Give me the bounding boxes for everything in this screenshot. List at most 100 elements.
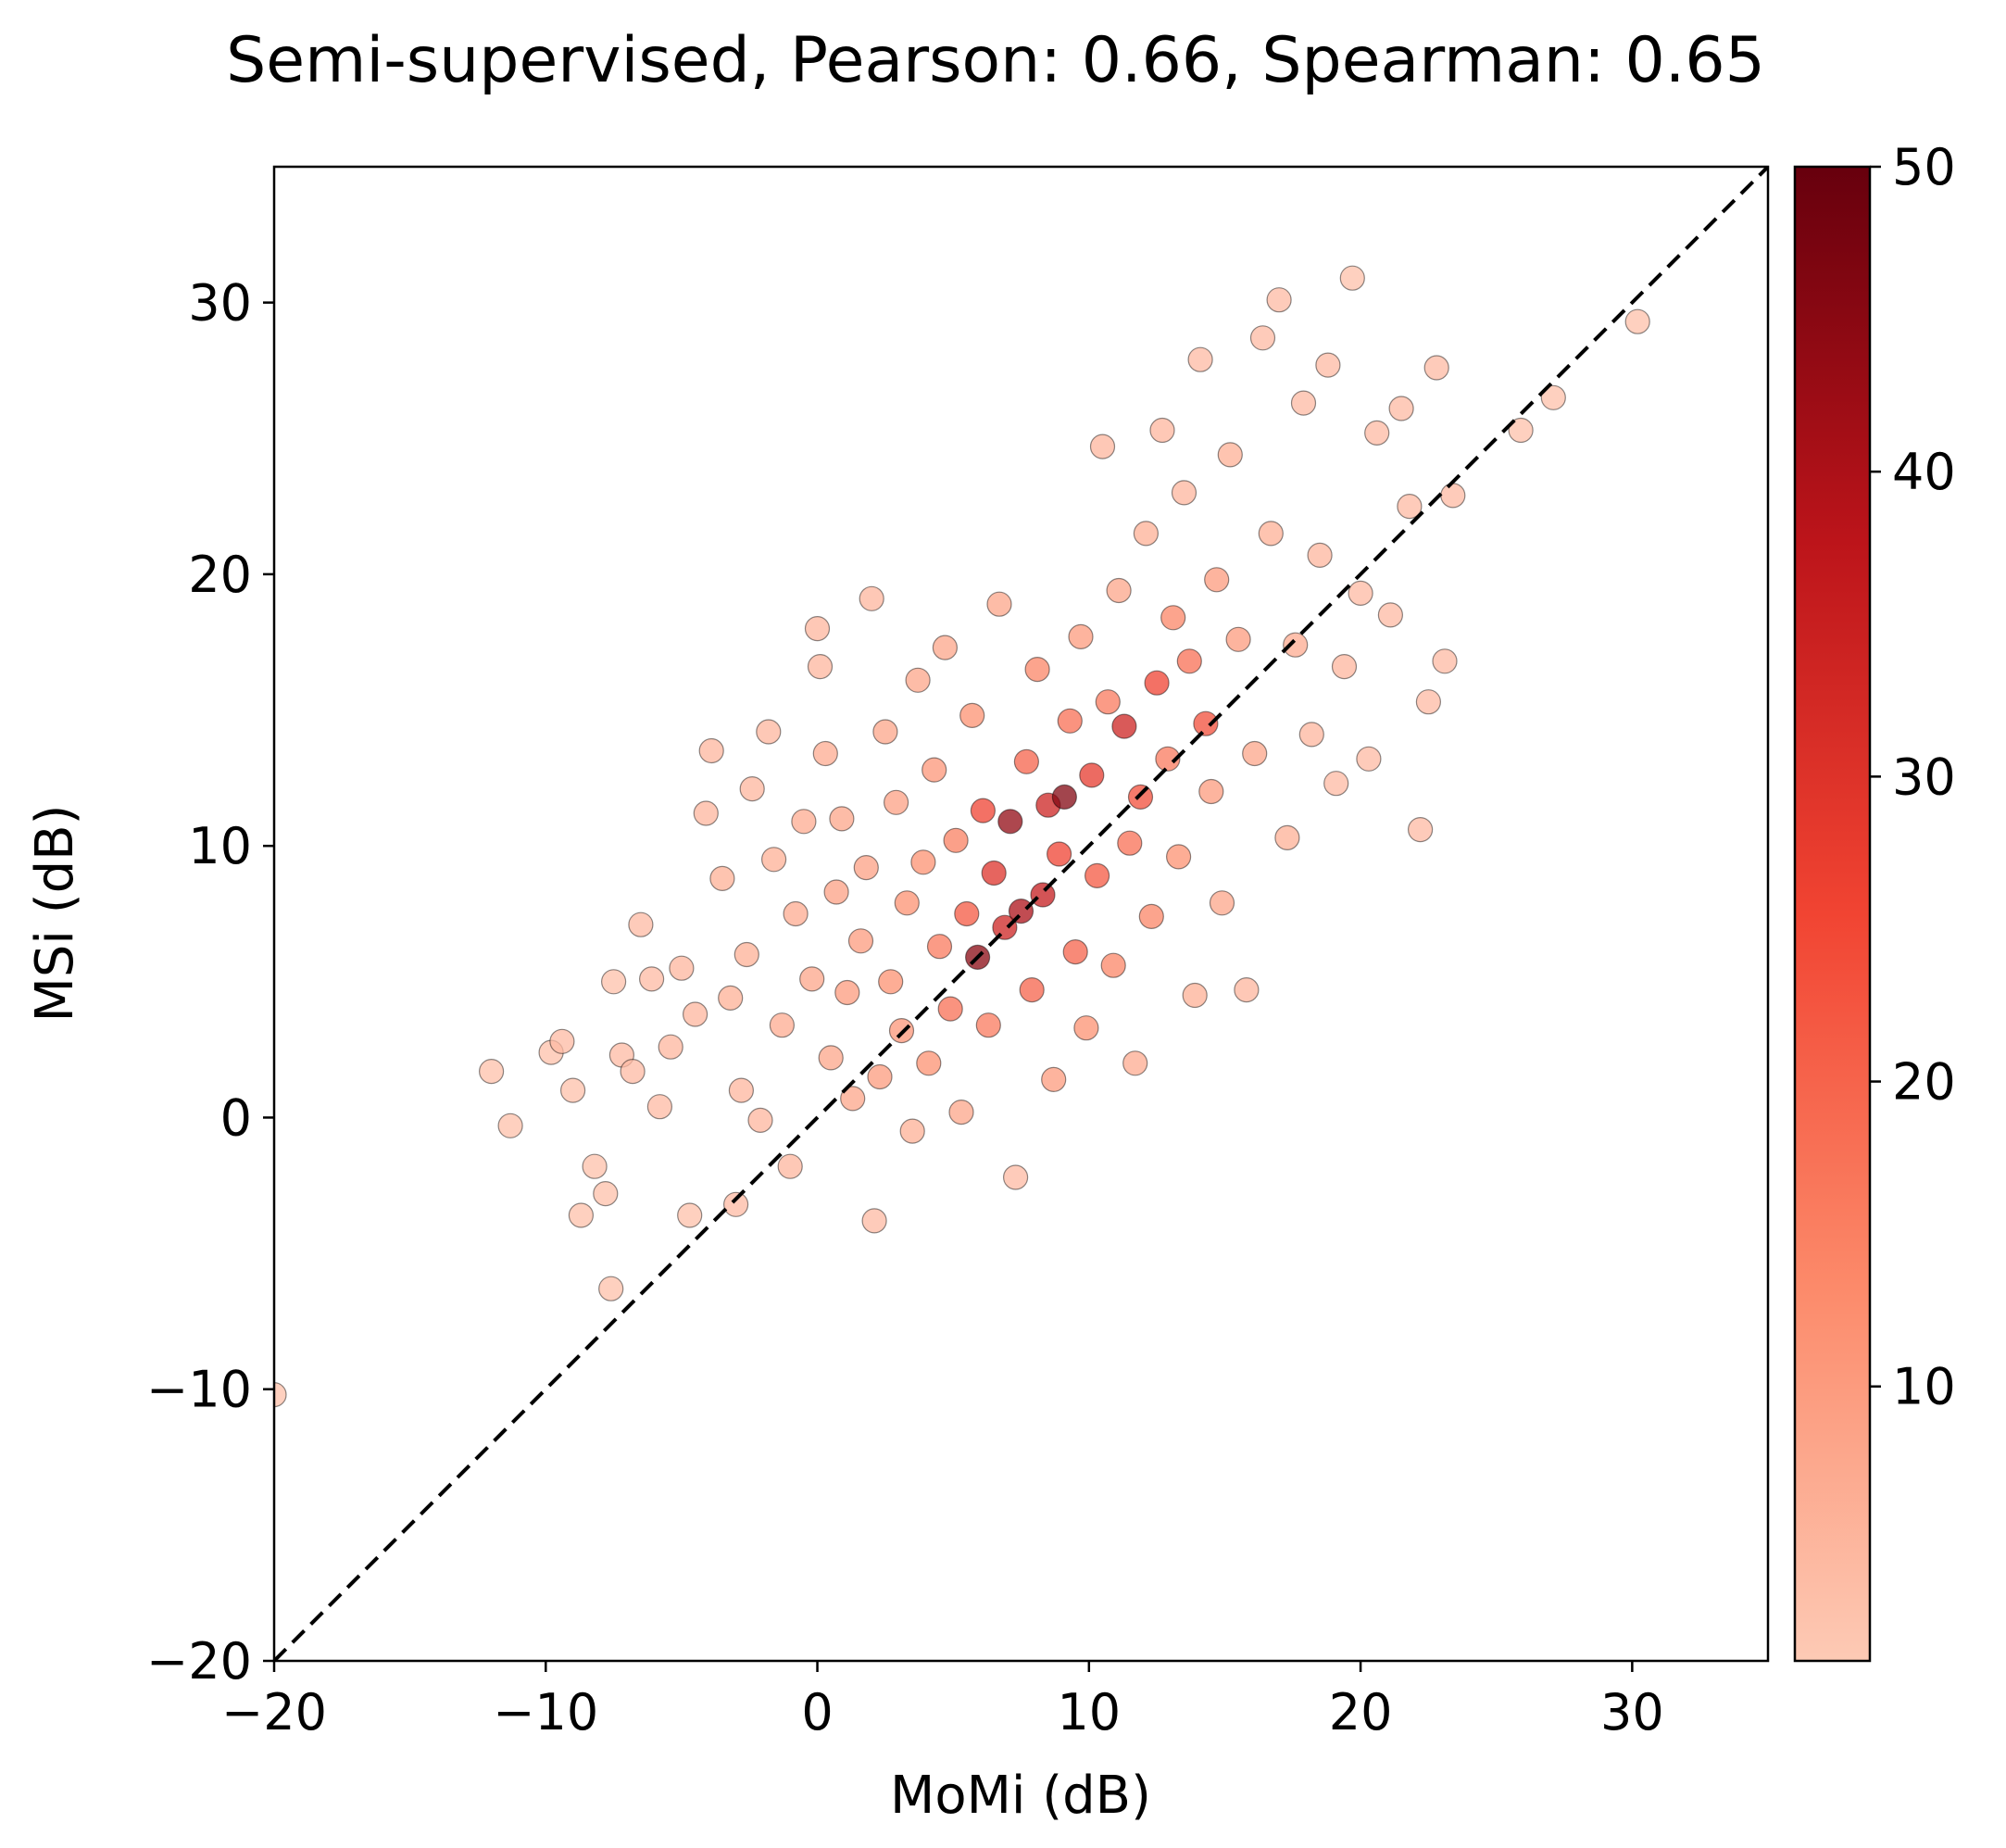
data-point bbox=[658, 1034, 683, 1060]
data-point bbox=[698, 737, 724, 764]
data-point bbox=[970, 798, 997, 823]
data-point bbox=[1100, 952, 1126, 978]
data-point bbox=[1397, 493, 1423, 520]
data-point bbox=[638, 966, 665, 992]
data-point bbox=[1013, 748, 1040, 774]
data-point bbox=[807, 653, 834, 680]
y-tick-label: 10 bbox=[188, 817, 252, 875]
data-point bbox=[669, 955, 695, 981]
data-point bbox=[932, 635, 959, 660]
data-point bbox=[1171, 480, 1197, 506]
data-point bbox=[861, 1208, 887, 1234]
data-point bbox=[859, 585, 884, 611]
data-point bbox=[878, 969, 904, 995]
data-point bbox=[1133, 521, 1160, 547]
data-point bbox=[722, 1191, 749, 1217]
data-point bbox=[1176, 648, 1202, 674]
data-point bbox=[1019, 976, 1045, 1003]
y-tick-label: 30 bbox=[188, 274, 252, 333]
data-point bbox=[1440, 483, 1466, 509]
data-point bbox=[693, 800, 719, 826]
data-point bbox=[853, 854, 879, 881]
data-point bbox=[1234, 976, 1260, 1003]
data-point bbox=[646, 1094, 673, 1120]
data-point bbox=[916, 1050, 942, 1076]
data-point bbox=[1388, 396, 1414, 421]
data-point bbox=[497, 1113, 523, 1138]
y-tick-label: 0 bbox=[220, 1088, 252, 1147]
data-point bbox=[1165, 844, 1192, 870]
data-point bbox=[1138, 903, 1164, 930]
data-point bbox=[829, 806, 855, 832]
data-point bbox=[620, 1058, 646, 1085]
data-point bbox=[992, 914, 1018, 940]
data-point bbox=[769, 1012, 796, 1038]
data-point bbox=[1217, 442, 1243, 468]
data-point bbox=[739, 775, 765, 802]
data-point bbox=[1111, 713, 1137, 739]
data-point bbox=[1624, 308, 1650, 334]
data-point bbox=[1144, 670, 1170, 696]
data-point bbox=[1377, 602, 1404, 628]
data-point bbox=[600, 969, 627, 995]
data-point bbox=[1339, 265, 1365, 291]
y-axis: −20 −10 0 10 20 30 bbox=[146, 274, 274, 1691]
data-point bbox=[997, 809, 1023, 835]
data-point bbox=[1073, 1015, 1099, 1041]
data-point bbox=[937, 996, 963, 1022]
plot-frame bbox=[272, 165, 1770, 1663]
data-point bbox=[1283, 632, 1309, 658]
data-point bbox=[1095, 689, 1121, 715]
data-point bbox=[823, 879, 849, 905]
data-point bbox=[1068, 623, 1094, 650]
data-point bbox=[1057, 708, 1083, 734]
data-point bbox=[1122, 1050, 1148, 1076]
data-point bbox=[1030, 882, 1056, 908]
y-axis-title: MSi (dB) bbox=[25, 805, 85, 1023]
data-point bbox=[834, 979, 860, 1006]
colorbar-tick-label: 40 bbox=[1892, 443, 1956, 501]
reference-line bbox=[274, 167, 1768, 1661]
data-point bbox=[799, 966, 825, 992]
data-point bbox=[1540, 384, 1566, 410]
data-point bbox=[783, 900, 809, 927]
y-tick-label: 20 bbox=[188, 546, 252, 604]
points-layer bbox=[274, 265, 1650, 1408]
data-point bbox=[818, 1045, 844, 1071]
data-point bbox=[1508, 417, 1534, 444]
data-point bbox=[1204, 567, 1230, 593]
colorbar-tick-label: 10 bbox=[1892, 1358, 1956, 1416]
x-axis: −20 −10 0 10 20 30 bbox=[221, 1661, 1664, 1741]
data-point bbox=[872, 719, 898, 745]
data-point bbox=[1024, 656, 1050, 683]
data-point bbox=[1106, 577, 1132, 604]
data-point bbox=[733, 941, 759, 968]
data-point bbox=[812, 740, 838, 767]
data-point bbox=[478, 1058, 505, 1085]
data-point bbox=[709, 865, 735, 892]
data-point bbox=[1274, 824, 1300, 851]
data-point bbox=[1079, 762, 1105, 788]
data-point bbox=[559, 1077, 586, 1103]
data-point bbox=[888, 1017, 915, 1044]
data-point bbox=[677, 1202, 703, 1228]
data-point bbox=[1432, 648, 1458, 674]
x-tick-label: 30 bbox=[1600, 1683, 1664, 1741]
chart-title: Semi-supervised, Pearson: 0.66, Spearman… bbox=[226, 24, 1765, 97]
data-point bbox=[922, 757, 947, 783]
data-point bbox=[747, 1107, 773, 1134]
data-point bbox=[899, 1118, 925, 1144]
data-point bbox=[1290, 390, 1317, 416]
data-point bbox=[1193, 710, 1219, 736]
data-point bbox=[1084, 862, 1110, 889]
data-point bbox=[598, 1276, 624, 1301]
data-point bbox=[910, 849, 936, 875]
data-point bbox=[1008, 898, 1034, 924]
data-point bbox=[1364, 420, 1390, 446]
x-tick-label: 0 bbox=[801, 1683, 833, 1741]
x-axis-title: MoMi (dB) bbox=[890, 1766, 1151, 1826]
x-tick-label: −10 bbox=[493, 1683, 598, 1741]
data-point bbox=[954, 900, 980, 927]
data-point bbox=[628, 911, 654, 937]
colorbar-axis: 10 20 30 40 50 bbox=[1870, 138, 1956, 1416]
